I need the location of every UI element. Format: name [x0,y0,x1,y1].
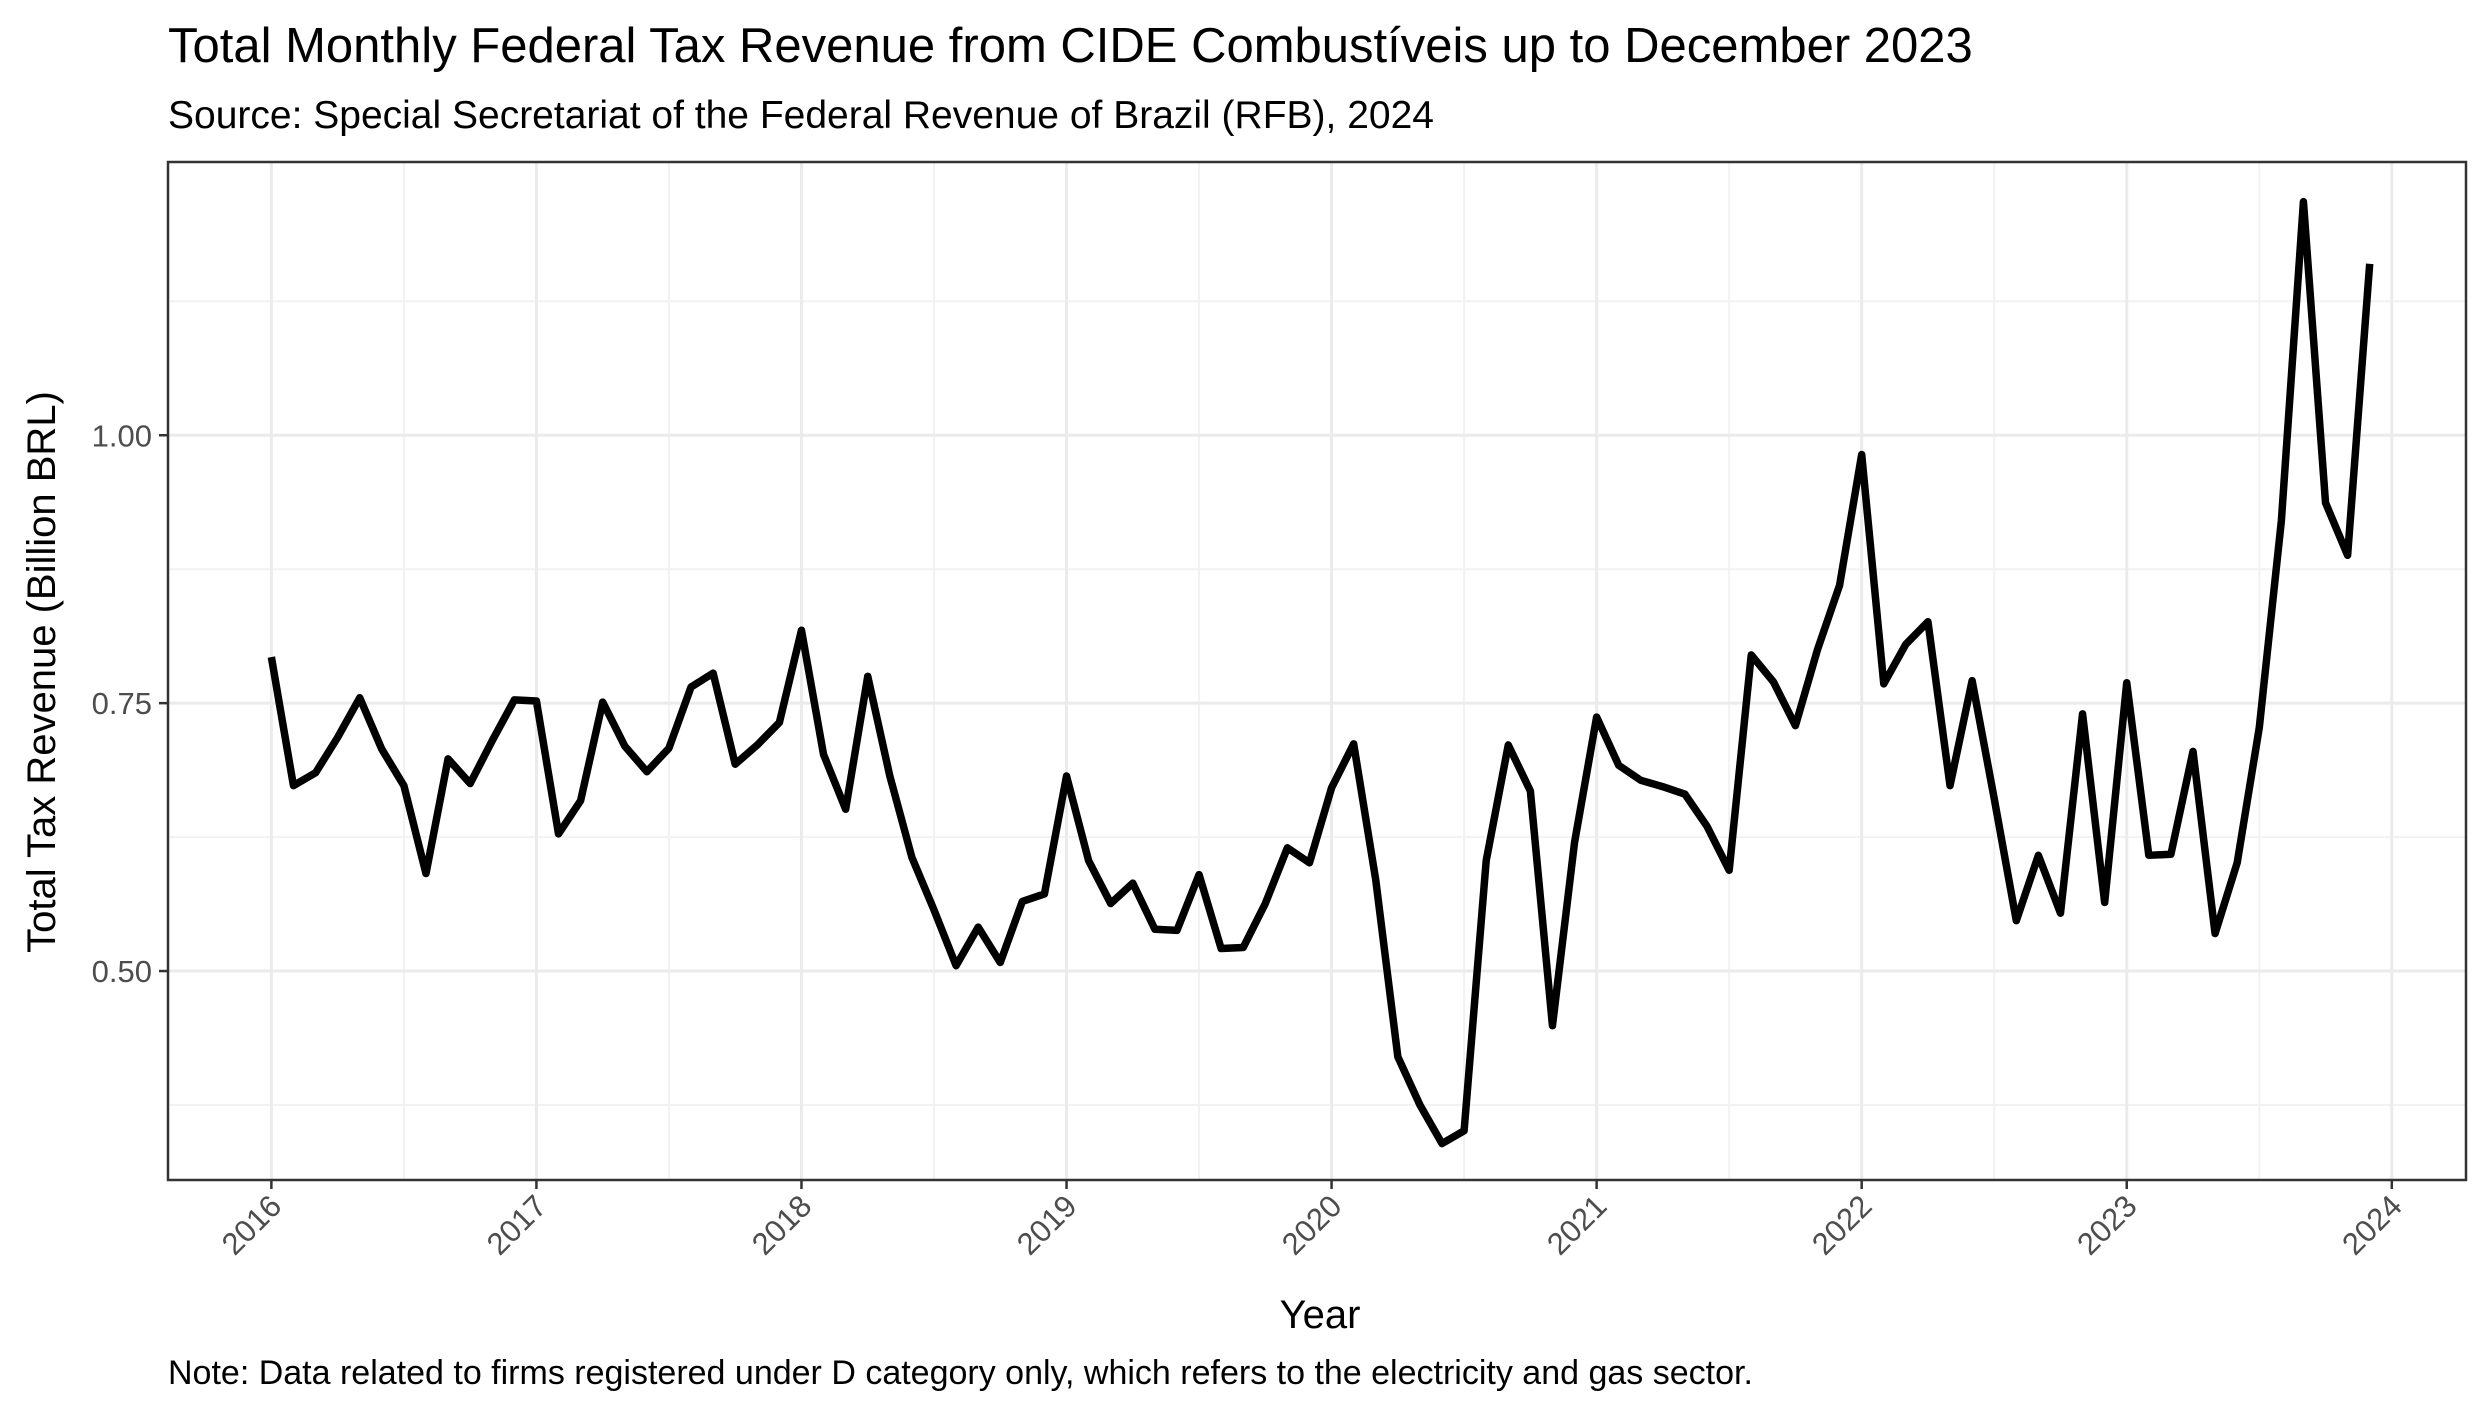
x-tick-label: 2023 [2070,1188,2144,1262]
y-tick-label: 0.50 [92,954,152,989]
x-axis-title: Year [1280,1293,1361,1337]
y-tick-label: 1.00 [92,418,152,453]
x-tick-label: 2019 [1010,1188,1084,1262]
y-axis-title: Total Tax Revenue (Billion BRL) [20,391,64,953]
x-tick-label: 2022 [1805,1188,1879,1262]
x-tick-label: 2016 [215,1188,289,1262]
x-tick-label: 2021 [1540,1188,1614,1262]
x-tick-label: 2024 [2335,1188,2409,1262]
series-line [267,197,2374,1148]
x-tick-label: 2017 [480,1188,554,1262]
x-tick-label: 2020 [1275,1188,1349,1262]
chart-caption: Note: Data related to firms registered u… [168,1354,1753,1392]
chart-title: Total Monthly Federal Tax Revenue from C… [168,19,1973,73]
plot-area: 0.50 0.75 1.00 2016 2017 2018 2019 2020 2021 2022… [92,160,2468,1262]
chart-subtitle: Source: Special Secretariat of the Feder… [168,94,1434,137]
panel-border [166,160,2468,1182]
y-tick-label: 0.75 [92,686,152,721]
x-tick-label: 2018 [745,1188,819,1262]
